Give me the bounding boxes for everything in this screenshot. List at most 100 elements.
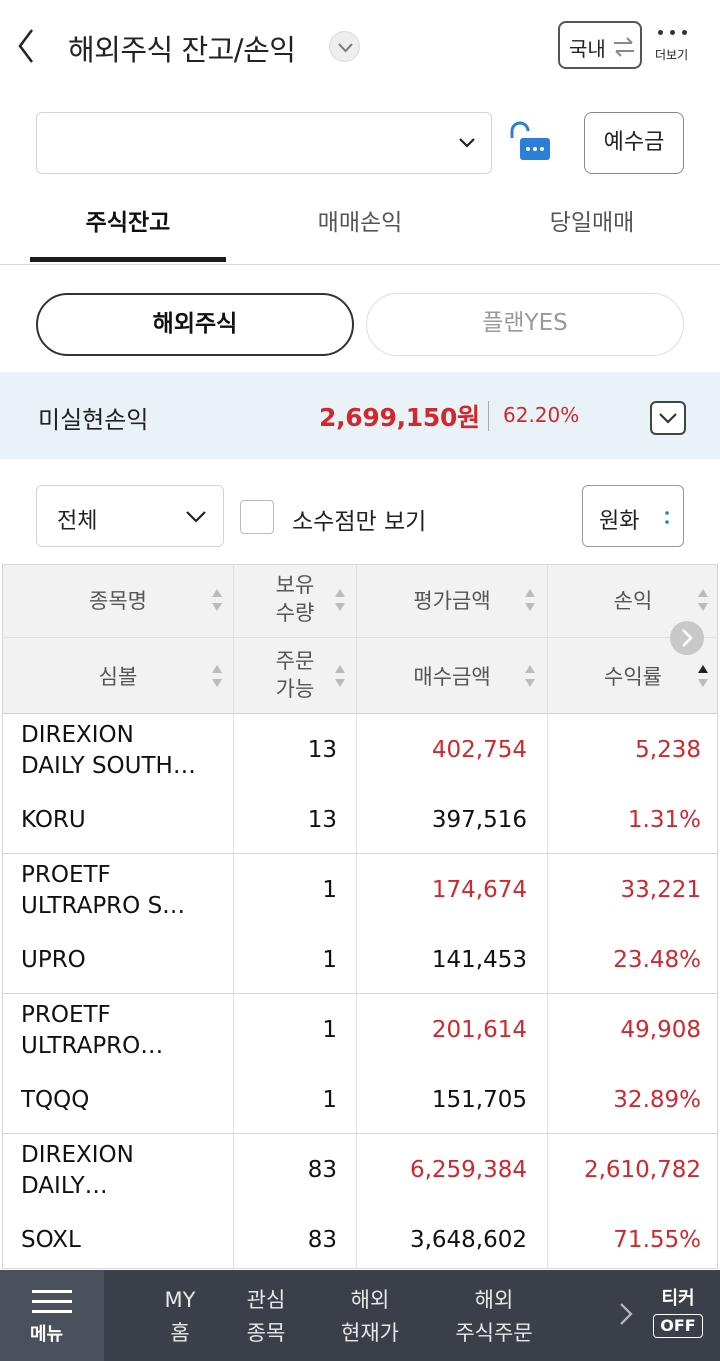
table-row[interactable]: DIREXION DAILY SOUTH… 13 402,754 5,238 K… <box>3 714 717 854</box>
account-select[interactable] <box>36 112 492 174</box>
buy-amount: 3,648,602 <box>409 1227 527 1253</box>
header-pnl[interactable]: 손익 <box>613 589 653 613</box>
segment-overseas-stock[interactable]: 해외주식 <box>36 293 354 356</box>
stock-name-line1: PROETF <box>21 862 111 888</box>
table-row[interactable]: DIREXION DAILY… 83 6,259,384 2,610,782 S… <box>3 1134 717 1268</box>
symbol: TQQQ <box>21 1087 90 1113</box>
stock-name-line1: DIREXION <box>21 722 134 748</box>
header-return-rate[interactable]: 수익률 <box>604 665 662 689</box>
tab-today-trades[interactable]: 당일매매 <box>549 210 635 236</box>
stock-name-line2: ULTRAPRO S… <box>21 893 186 919</box>
chevron-right-icon[interactable] <box>617 1300 635 1328</box>
tab-stock-balance[interactable]: 주식잔고 <box>85 210 171 236</box>
sort-icon[interactable] <box>334 587 346 613</box>
pnl-amount: 2,610,782 <box>583 1157 701 1183</box>
kebab-icon <box>665 511 669 524</box>
header-eval-amount[interactable]: 평가금액 <box>413 589 491 613</box>
summary-expand-button[interactable] <box>650 401 686 435</box>
orderable-qty: 1 <box>322 1087 337 1113</box>
nav-label-line2: 홈 <box>170 1321 190 1345</box>
scope-select[interactable]: 전체 <box>36 485 224 547</box>
sort-active-icon[interactable] <box>697 663 709 689</box>
table-row[interactable]: PROETF ULTRAPRO… 1 201,614 49,908 TQQQ 1… <box>3 994 717 1134</box>
nav-overseas-order[interactable]: 해외 주식주문 <box>446 1284 542 1350</box>
holding-qty: 83 <box>307 1157 337 1183</box>
chevron-down-icon <box>459 138 475 148</box>
nav-label-line1: 해외 <box>350 1288 390 1312</box>
chevron-down-icon <box>186 511 206 523</box>
summary-rate: 62.20% <box>503 403 580 427</box>
more-button[interactable]: 더보기 <box>652 24 698 72</box>
sort-icon[interactable] <box>524 587 536 613</box>
return-rate: 32.89% <box>613 1087 701 1113</box>
menu-button[interactable]: 메뉴 <box>0 1270 104 1361</box>
holdings-table: 종목명 보유 수량 평가금액 손익 심볼 주문 가능 매수금액 수익률 DIRE… <box>2 564 718 1269</box>
decimal-only-label[interactable]: 소수점만 보기 <box>292 509 427 535</box>
chevron-down-icon <box>659 413 677 424</box>
scroll-right-button[interactable] <box>670 621 704 655</box>
header-buy-amount[interactable]: 매수금액 <box>413 665 491 689</box>
nav-label-line2: 주식주문 <box>455 1321 533 1345</box>
sort-icon[interactable] <box>697 587 709 613</box>
stock-name-line2: ULTRAPRO… <box>21 1033 164 1059</box>
nav-overseas-price[interactable]: 해외 현재가 <box>332 1284 408 1350</box>
pnl-amount: 49,908 <box>620 1017 701 1043</box>
deposit-button[interactable]: 예수금 <box>584 112 684 174</box>
swap-icon <box>614 37 634 57</box>
sort-icon[interactable] <box>524 663 536 689</box>
buy-amount: 141,453 <box>431 947 527 973</box>
symbol: UPRO <box>21 947 86 973</box>
nav-label-line2: 종목 <box>246 1321 286 1345</box>
decimal-only-checkbox[interactable] <box>240 500 274 534</box>
nav-label-line1: 관심 <box>246 1288 286 1312</box>
summary-label: 미실현손익 <box>38 406 149 434</box>
return-rate: 71.55% <box>613 1227 701 1253</box>
holding-qty: 1 <box>322 877 337 903</box>
orderable-qty: 13 <box>307 807 337 833</box>
table-row[interactable]: PROETF ULTRAPRO S… 1 174,674 33,221 UPRO… <box>3 854 717 994</box>
sort-icon[interactable] <box>211 587 223 613</box>
eval-amount: 402,754 <box>431 737 527 763</box>
nav-my-home[interactable]: MY 홈 <box>150 1284 210 1350</box>
tab-bar: 주식잔고 매매손익 당일매매 <box>0 190 720 265</box>
sort-icon[interactable] <box>334 663 346 689</box>
pnl-amount: 33,221 <box>620 877 701 903</box>
header-orderable-qty[interactable]: 주문 가능 <box>275 649 315 701</box>
return-rate: 1.31% <box>627 807 701 833</box>
sort-icon[interactable] <box>211 663 223 689</box>
nav-label-line1: 해외 <box>474 1288 514 1312</box>
ticker-toggle[interactable]: 티커 OFF <box>648 1284 708 1338</box>
ticker-state-badge: OFF <box>653 1314 703 1338</box>
eval-amount: 201,614 <box>431 1017 527 1043</box>
buy-amount: 151,705 <box>431 1087 527 1113</box>
column-divider <box>547 565 548 1268</box>
return-rate: 23.48% <box>613 947 701 973</box>
active-tab-indicator <box>30 257 226 262</box>
holding-qty: 1 <box>322 1017 337 1043</box>
more-label: 더보기 <box>655 48 689 62</box>
header-holding-qty[interactable]: 보유 수량 <box>275 573 315 625</box>
nav-watchlist[interactable]: 관심 종목 <box>236 1284 296 1350</box>
currency-select[interactable]: 원화 <box>582 485 684 547</box>
hamburger-icon <box>32 1290 72 1320</box>
back-icon[interactable] <box>14 26 40 66</box>
domestic-switch-button[interactable]: 국내 <box>558 21 642 69</box>
password-lock-icon[interactable] <box>506 120 552 166</box>
tab-trade-pnl[interactable]: 매매손익 <box>317 210 403 236</box>
holding-qty: 13 <box>307 737 337 763</box>
currency-value: 원화 <box>599 509 640 534</box>
unrealized-pnl-summary: 미실현손익 2,699,150원 62.20% <box>0 372 720 459</box>
segment-plan-yes[interactable]: 플랜YES <box>366 293 684 356</box>
column-divider <box>356 565 357 1268</box>
stock-name-line2: DAILY… <box>21 1173 108 1199</box>
symbol: KORU <box>21 807 86 833</box>
header-stock-name[interactable]: 종목명 <box>89 589 147 613</box>
bottom-nav-bar: 메뉴 MY 홈 관심 종목 해외 현재가 해외 주식주문 티커 OFF <box>0 1270 720 1361</box>
pnl-amount: 5,238 <box>635 737 701 763</box>
nav-label-line2: 현재가 <box>341 1321 399 1345</box>
header-symbol[interactable]: 심볼 <box>98 665 138 689</box>
app-header: 해외주식 잔고/손익 국내 더보기 <box>0 0 720 95</box>
symbol: SOXL <box>21 1227 81 1253</box>
buy-amount: 397,516 <box>431 807 527 833</box>
title-dropdown-icon[interactable] <box>329 31 360 62</box>
